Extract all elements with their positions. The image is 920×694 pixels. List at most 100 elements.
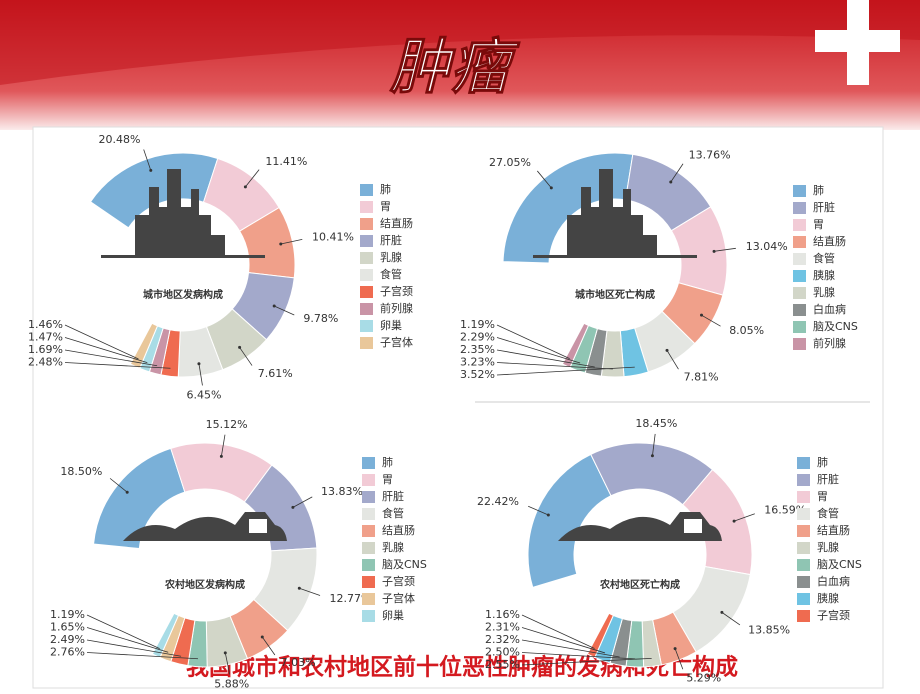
city-icon bbox=[555, 169, 657, 255]
leader-line bbox=[670, 163, 684, 183]
legend-label: 结直肠 bbox=[817, 523, 850, 537]
donut-chart: 27.05% 13.76% 13.04% 8.05% 7.81% 1.19%2.29%2.… bbox=[460, 148, 858, 383]
value-label: 20.48% bbox=[99, 133, 141, 146]
legend-swatch bbox=[797, 610, 810, 622]
leader-dot bbox=[673, 647, 677, 651]
legend-label: 结直肠 bbox=[813, 234, 846, 248]
leader-line bbox=[714, 247, 736, 252]
leader-dot bbox=[291, 505, 295, 509]
legend-label: 肺 bbox=[813, 184, 824, 197]
legend-swatch bbox=[793, 236, 806, 248]
legend-label: 胃 bbox=[380, 200, 391, 213]
legend-label: 子宫体 bbox=[380, 335, 413, 349]
legend-label: 结直肠 bbox=[380, 216, 413, 230]
legend-label: 胰腺 bbox=[817, 591, 839, 605]
value-label: 10.41% bbox=[312, 230, 354, 243]
donut-chart: 18.50% 15.12% 13.83% 12.77% 7.03% 5.88% 1.19%1… bbox=[50, 418, 427, 690]
leader-dot bbox=[669, 180, 673, 184]
legend-swatch bbox=[797, 508, 810, 520]
leader-line bbox=[528, 505, 549, 516]
donut-chart: 20.48%11.41%10.41%9.78%7.61%6.45%1.46%1.… bbox=[28, 133, 413, 401]
leader-dot bbox=[732, 519, 736, 523]
leader-line bbox=[496, 337, 581, 364]
value-label: 2.29% bbox=[460, 331, 495, 344]
legend-label: 肝脏 bbox=[382, 490, 404, 503]
legend-label: 白血病 bbox=[817, 574, 850, 588]
chart-title: 城市地区发病构成 bbox=[143, 288, 223, 301]
value-label: 7.61% bbox=[258, 367, 293, 380]
leader-line bbox=[64, 362, 171, 369]
legend-swatch bbox=[362, 508, 375, 520]
leader-line bbox=[143, 149, 152, 171]
leader-line bbox=[496, 362, 613, 370]
legend-label: 子宫体 bbox=[382, 591, 415, 605]
legend-swatch bbox=[362, 559, 375, 571]
leader-dot bbox=[149, 168, 153, 172]
slide-title: 肿瘤 bbox=[389, 33, 521, 103]
value-label: 22.42% bbox=[477, 495, 519, 508]
legend-swatch bbox=[360, 303, 373, 315]
value-label: 1.65% bbox=[50, 621, 85, 634]
leader-line bbox=[239, 347, 253, 366]
value-label: 1.16% bbox=[485, 608, 520, 621]
legend-swatch bbox=[797, 491, 810, 503]
value-label: 9.78% bbox=[303, 312, 338, 325]
leader-line bbox=[86, 627, 169, 653]
leader-line bbox=[198, 363, 203, 386]
legend-label: 胰腺 bbox=[813, 268, 835, 282]
value-label: 5.88% bbox=[214, 677, 249, 690]
legend-label: 卵巢 bbox=[380, 319, 402, 332]
leader-line bbox=[521, 652, 636, 660]
legend-label: 胃 bbox=[817, 490, 828, 503]
legend-label: 肝脏 bbox=[817, 473, 839, 486]
value-label: 2.49% bbox=[50, 633, 85, 646]
leader-line bbox=[496, 366, 635, 376]
leader-line bbox=[220, 434, 226, 457]
leader-line bbox=[496, 324, 570, 359]
legend-swatch bbox=[360, 252, 373, 264]
leader-dot bbox=[297, 586, 301, 590]
legend-swatch bbox=[362, 457, 375, 469]
leader-line bbox=[86, 652, 199, 660]
leader-line bbox=[666, 350, 679, 370]
leader-line bbox=[64, 337, 148, 364]
leader-dot bbox=[260, 635, 264, 639]
value-label: 3.23% bbox=[460, 356, 495, 369]
value-label: 5.29% bbox=[686, 672, 721, 685]
leader-dot bbox=[223, 651, 227, 655]
legend-swatch bbox=[362, 593, 375, 605]
rural-icon bbox=[558, 512, 722, 541]
legend-label: 乳腺 bbox=[380, 250, 402, 264]
value-label: 15.12% bbox=[206, 418, 248, 431]
ground bbox=[101, 255, 265, 258]
leader-line bbox=[245, 169, 260, 188]
leader-dot bbox=[546, 513, 550, 517]
legend-swatch bbox=[797, 593, 810, 605]
value-label: 11.41% bbox=[265, 155, 307, 168]
legend-swatch bbox=[797, 542, 810, 554]
legend-swatch bbox=[360, 320, 373, 332]
legend-label: 食管 bbox=[813, 251, 835, 265]
legend-swatch bbox=[362, 474, 375, 486]
legend-label: 脑及CNS bbox=[817, 558, 862, 571]
leader-line bbox=[521, 657, 652, 666]
ground bbox=[533, 255, 697, 258]
value-label: 13.85% bbox=[748, 624, 790, 637]
value-label: 13.76% bbox=[689, 148, 731, 161]
leader-line bbox=[521, 614, 595, 649]
legend-label: 结直肠 bbox=[382, 523, 415, 537]
leader-line bbox=[292, 496, 313, 508]
legend-label: 肺 bbox=[382, 456, 393, 469]
legend-label: 乳腺 bbox=[382, 540, 404, 554]
leader-line bbox=[721, 612, 741, 626]
house bbox=[684, 519, 702, 533]
value-label: 18.50% bbox=[60, 465, 102, 478]
value-label: 8.05% bbox=[729, 324, 764, 337]
value-label: 1.69% bbox=[28, 343, 63, 356]
leader-dot bbox=[720, 610, 724, 614]
legend-swatch bbox=[362, 542, 375, 554]
legend-label: 食管 bbox=[382, 506, 404, 520]
legend-swatch bbox=[793, 287, 806, 299]
value-label: 13.83% bbox=[321, 485, 363, 498]
